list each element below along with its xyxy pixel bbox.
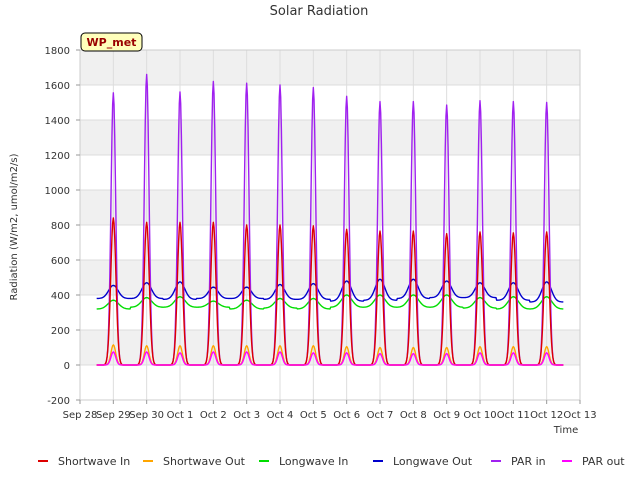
plot-band <box>80 260 580 295</box>
x-tick-label: Sep 28 <box>63 410 98 421</box>
y-axis-label: Radiation (W/m2, umol/m2/s) <box>9 153 20 300</box>
y-tick-label: 1600 <box>45 81 70 92</box>
y-tick-label: 200 <box>51 326 70 337</box>
legend-label-longwave-in: Longwave In <box>279 455 348 468</box>
x-tick-label: Oct 13 <box>563 410 596 421</box>
y-tick-label: 600 <box>51 256 70 267</box>
plot-band <box>80 225 580 260</box>
series-line-par-out <box>96 351 564 366</box>
series-line-longwave-in <box>96 294 564 310</box>
x-tick-label: Oct 6 <box>333 410 360 421</box>
chart-title: Solar Radiation <box>270 4 369 19</box>
plot-band <box>80 155 580 190</box>
y-tick-label: -200 <box>47 396 70 407</box>
x-tick-label: Oct 11 <box>497 410 530 421</box>
chart-legend: Shortwave In Shortwave Out Longwave In Long… <box>38 455 625 468</box>
legend-label-longwave-out: Longwave Out <box>393 455 473 468</box>
legend-label-shortwave-in: Shortwave In <box>58 455 130 468</box>
x-tick-label: Oct 7 <box>367 410 394 421</box>
plot-band <box>80 190 580 225</box>
y-tick-label: 1800 <box>45 46 70 57</box>
x-tick-label: Oct 1 <box>167 410 194 421</box>
site-label: WP_met <box>87 36 137 49</box>
x-tick-label: Oct 2 <box>200 410 227 421</box>
y-tick-label: 1200 <box>45 151 70 162</box>
site-label-badge: WP_met <box>80 32 143 52</box>
x-tick-label: Oct 9 <box>433 410 460 421</box>
y-tick-label: 1400 <box>45 116 70 127</box>
x-tick-label: Oct 10 <box>463 410 496 421</box>
plot-band <box>80 365 580 400</box>
y-tick-label: 1000 <box>45 186 70 197</box>
legend-label-shortwave-out: Shortwave Out <box>163 455 246 468</box>
y-tick-label: 400 <box>51 291 70 302</box>
x-tick-label: Oct 4 <box>267 410 294 421</box>
x-tick-label: Oct 12 <box>530 410 563 421</box>
plot-band <box>80 330 580 365</box>
plot-band <box>80 85 580 120</box>
y-tick-label: 0 <box>64 361 70 372</box>
legend-label-par-in: PAR in <box>511 455 546 468</box>
x-tick-label: Oct 3 <box>233 410 260 421</box>
y-tick-label: 800 <box>51 221 70 232</box>
x-tick-label: Sep 30 <box>129 410 164 421</box>
plot-band <box>80 120 580 155</box>
x-axis-label: Time <box>553 425 578 436</box>
x-tick-label: Sep 29 <box>96 410 131 421</box>
plot-band <box>80 50 580 85</box>
x-tick-label: Oct 5 <box>300 410 327 421</box>
x-tick-label: Oct 8 <box>400 410 427 421</box>
legend-label-par-out: PAR out <box>582 455 625 468</box>
series-line-longwave-out <box>96 278 564 303</box>
